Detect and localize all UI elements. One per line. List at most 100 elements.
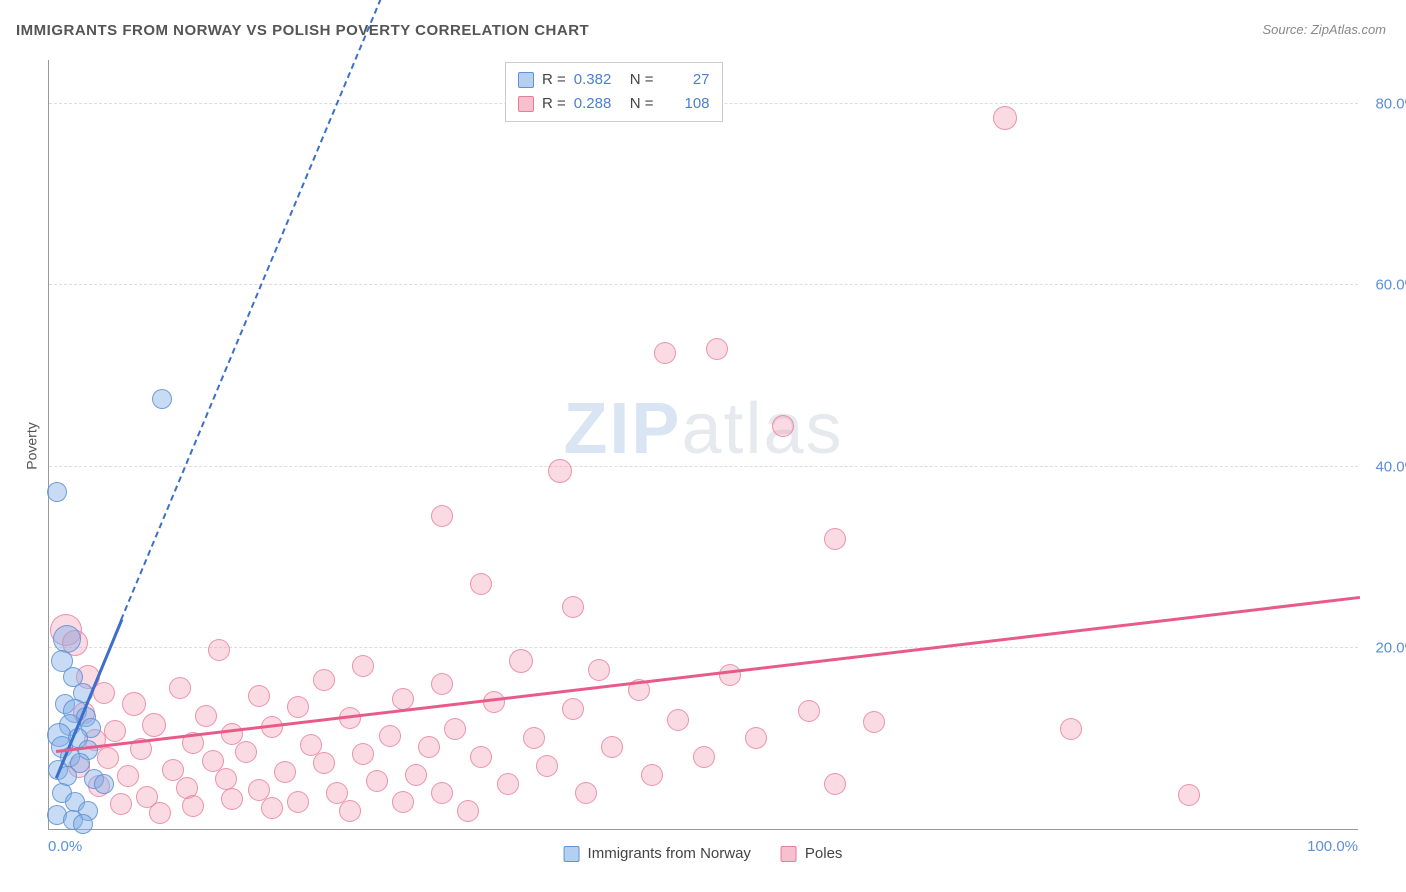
scatter-point-poles (235, 741, 257, 763)
scatter-point-poles (215, 768, 237, 790)
scatter-point-poles (110, 793, 132, 815)
norway-r-value: 0.382 (574, 68, 622, 92)
source-attribution: Source: ZipAtlas.com (1262, 22, 1386, 37)
scatter-point-poles (431, 673, 453, 695)
scatter-point-poles (772, 415, 794, 437)
legend-row-poles: R = 0.288 N = 108 (518, 92, 710, 116)
y-tick-label: 80.0% (1363, 96, 1406, 113)
y-tick-label: 40.0% (1363, 458, 1406, 475)
scatter-point-poles (169, 677, 191, 699)
poles-n-value: 108 (662, 92, 710, 116)
scatter-point-poles (824, 528, 846, 550)
y-tick-label: 60.0% (1363, 277, 1406, 294)
scatter-point-poles (339, 800, 361, 822)
n-label: N = (630, 92, 654, 116)
scatter-point-norway (47, 482, 67, 502)
scatter-point-poles (313, 752, 335, 774)
chart-title: IMMIGRANTS FROM NORWAY VS POLISH POVERTY… (16, 22, 589, 39)
scatter-point-poles (641, 764, 663, 786)
x-tick-0: 0.0% (48, 838, 82, 855)
scatter-point-poles (431, 782, 453, 804)
scatter-point-poles (366, 770, 388, 792)
scatter-point-poles (509, 649, 533, 673)
scatter-point-norway (73, 814, 93, 834)
scatter-point-poles (548, 459, 572, 483)
scatter-point-poles (1060, 718, 1082, 740)
scatter-point-poles (418, 736, 440, 758)
scatter-point-poles (745, 727, 767, 749)
scatter-point-poles (379, 725, 401, 747)
scatter-point-poles (287, 791, 309, 813)
series-legend: Immigrants from Norway Poles (564, 845, 843, 862)
scatter-point-poles (313, 669, 335, 691)
scatter-point-poles (497, 773, 519, 795)
scatter-point-poles (274, 761, 296, 783)
swatch-poles (518, 96, 534, 112)
legend-item-poles: Poles (781, 845, 843, 862)
scatter-point-poles (993, 106, 1017, 130)
scatter-point-poles (104, 720, 126, 742)
scatter-point-poles (122, 692, 146, 716)
chart-container: IMMIGRANTS FROM NORWAY VS POLISH POVERTY… (0, 0, 1406, 892)
scatter-point-poles (248, 685, 270, 707)
watermark-atlas: atlas (681, 389, 843, 469)
plot-area: ZIPatlas 20.0%40.0%60.0%80.0% (48, 60, 1358, 830)
scatter-point-poles (706, 338, 728, 360)
trend-line-extrapolated (120, 0, 508, 620)
scatter-point-poles (654, 342, 676, 364)
scatter-point-poles (719, 664, 741, 686)
gridline (49, 466, 1358, 467)
poles-r-value: 0.288 (574, 92, 622, 116)
y-tick-label: 20.0% (1363, 639, 1406, 656)
scatter-point-poles (693, 746, 715, 768)
scatter-point-poles (444, 718, 466, 740)
swatch-poles (781, 846, 797, 862)
gridline (49, 284, 1358, 285)
scatter-point-poles (287, 696, 309, 718)
scatter-point-poles (392, 791, 414, 813)
x-tick-100: 100.0% (1307, 838, 1358, 855)
gridline (49, 647, 1358, 648)
scatter-point-poles (149, 802, 171, 824)
scatter-point-poles (352, 655, 374, 677)
scatter-point-poles (798, 700, 820, 722)
series1-name: Immigrants from Norway (588, 845, 751, 862)
scatter-point-poles (483, 691, 505, 713)
scatter-point-poles (1178, 784, 1200, 806)
scatter-point-poles (142, 713, 166, 737)
y-axis-label: Poverty (24, 422, 40, 469)
scatter-point-poles (536, 755, 558, 777)
scatter-point-poles (562, 698, 584, 720)
scatter-point-poles (195, 705, 217, 727)
scatter-point-poles (457, 800, 479, 822)
scatter-point-poles (470, 573, 492, 595)
r-label: R = (542, 92, 566, 116)
correlation-legend: R = 0.382 N = 27 R = 0.288 N = 108 (505, 62, 723, 122)
scatter-point-poles (562, 596, 584, 618)
watermark-zip: ZIP (563, 389, 681, 469)
scatter-point-poles (863, 711, 885, 733)
legend-item-norway: Immigrants from Norway (564, 845, 751, 862)
scatter-point-poles (523, 727, 545, 749)
scatter-point-poles (575, 782, 597, 804)
scatter-point-poles (588, 659, 610, 681)
trend-line (55, 596, 1359, 752)
scatter-point-norway (94, 774, 114, 794)
scatter-point-poles (97, 747, 119, 769)
scatter-point-poles (221, 788, 243, 810)
scatter-point-norway (152, 389, 172, 409)
scatter-point-poles (667, 709, 689, 731)
legend-row-norway: R = 0.382 N = 27 (518, 68, 710, 92)
scatter-point-poles (601, 736, 623, 758)
n-label: N = (630, 68, 654, 92)
scatter-point-poles (470, 746, 492, 768)
swatch-norway (518, 72, 534, 88)
scatter-point-poles (93, 682, 115, 704)
scatter-point-poles (405, 764, 427, 786)
scatter-point-poles (352, 743, 374, 765)
scatter-point-poles (117, 765, 139, 787)
scatter-point-poles (824, 773, 846, 795)
swatch-norway (564, 846, 580, 862)
watermark: ZIPatlas (563, 388, 843, 470)
norway-n-value: 27 (662, 68, 710, 92)
